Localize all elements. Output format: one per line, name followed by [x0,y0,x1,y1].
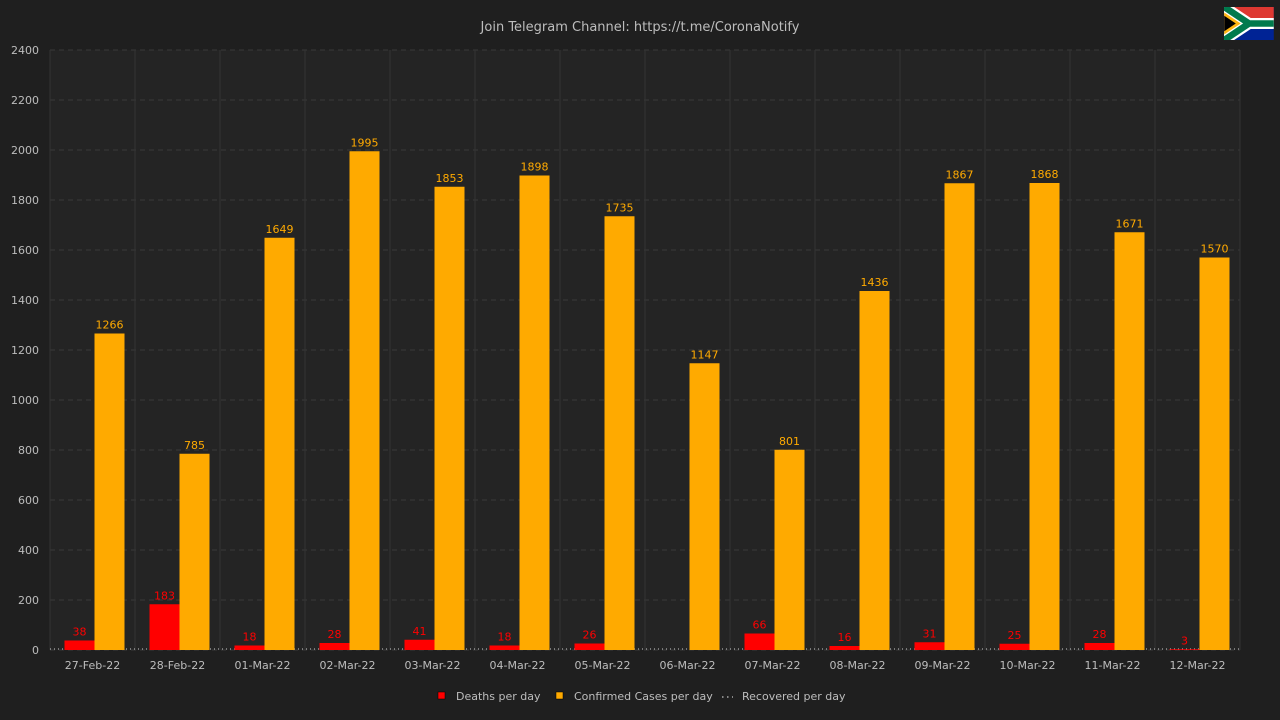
deaths-bar [1169,649,1200,650]
x-tick-label: 06-Mar-22 [660,659,716,672]
confirmed-bar [774,449,805,650]
deaths-data-label: 28 [1093,628,1107,641]
deaths-data-label: 183 [154,589,175,602]
confirmed-data-label: 1649 [266,223,294,236]
deaths-bar [1084,643,1115,650]
deaths-bar [744,633,775,650]
deaths-data-label: 18 [498,631,512,644]
confirmed-data-label: 1266 [96,319,124,332]
y-tick-label: 2000 [11,144,39,157]
x-tick-label: 05-Mar-22 [575,659,631,672]
x-tick-label: 09-Mar-22 [915,659,971,672]
x-tick-label: 27-Feb-22 [65,659,120,672]
y-tick-label: 400 [18,544,39,557]
legend-swatch [555,691,564,700]
legend-item[interactable]: Recovered per day [722,690,846,703]
y-tick-label: 1400 [11,294,39,307]
y-tick-label: 600 [18,494,39,507]
x-tick-label: 28-Feb-22 [150,659,205,672]
confirmed-bar [179,453,210,650]
deaths-bar [234,645,265,650]
confirmed-bar [1029,183,1060,650]
deaths-bar [404,639,435,650]
deaths-data-label: 66 [753,619,767,632]
deaths-bar [64,640,95,650]
legend-label: Confirmed Cases per day [574,690,713,703]
confirmed-data-label: 1671 [1116,217,1144,230]
x-tick-label: 04-Mar-22 [490,659,546,672]
legend-label: Recovered per day [742,690,846,703]
deaths-data-label: 31 [923,627,937,640]
y-tick-label: 200 [18,594,39,607]
x-tick-label: 08-Mar-22 [830,659,886,672]
deaths-bar [489,645,520,650]
x-tick-label: 02-Mar-22 [320,659,376,672]
deaths-data-label: 28 [328,628,342,641]
y-tick-label: 2400 [11,44,39,57]
south-africa-flag-icon [1224,7,1274,40]
y-tick-label: 1800 [11,194,39,207]
deaths-data-label: 18 [243,631,257,644]
x-tick-label: 10-Mar-22 [1000,659,1056,672]
deaths-bar [149,604,180,650]
confirmed-bar [944,183,975,650]
chart-title: Join Telegram Channel: https://t.me/Coro… [480,20,800,35]
y-tick-label: 2200 [11,94,39,107]
deaths-bar [319,643,350,650]
deaths-data-label: 26 [583,629,597,642]
confirmed-data-label: 1436 [861,276,889,289]
confirmed-bar [434,186,465,650]
x-tick-label: 11-Mar-22 [1085,659,1141,672]
confirmed-data-label: 1147 [691,348,719,361]
confirmed-bar [264,237,295,650]
confirmed-data-label: 1570 [1201,243,1229,256]
legend-item[interactable]: Confirmed Cases per day [555,690,713,703]
confirmed-bar [689,363,720,650]
confirmed-bar [519,175,550,650]
y-tick-label: 800 [18,444,39,457]
confirmed-bar [604,216,635,650]
x-tick-label: 07-Mar-22 [745,659,801,672]
x-tick-label: 01-Mar-22 [235,659,291,672]
deaths-bar [914,642,945,650]
legend-item[interactable]: Deaths per day [437,690,541,703]
deaths-bar [999,643,1030,650]
x-tick-label: 12-Mar-22 [1170,659,1226,672]
legend-label: Deaths per day [456,690,541,703]
deaths-data-label: 25 [1008,629,1022,642]
x-tick-label: 03-Mar-22 [405,659,461,672]
confirmed-data-label: 1735 [606,201,634,214]
y-tick-label: 1000 [11,394,39,407]
confirmed-bar [349,151,380,650]
confirmed-data-label: 1898 [521,161,549,174]
legend-swatch [437,691,446,700]
confirmed-bar [94,333,125,650]
y-tick-label: 1200 [11,344,39,357]
deaths-bar [829,646,860,650]
confirmed-data-label: 1995 [351,136,379,149]
confirmed-data-label: 785 [184,439,205,452]
deaths-data-label: 16 [838,631,852,644]
deaths-data-label: 38 [73,626,87,639]
confirmed-data-label: 1853 [436,172,464,185]
legend: Deaths per day Confirmed Cases per day Rec… [437,690,846,703]
deaths-data-label: 41 [413,625,427,638]
confirmed-bar [1199,257,1230,650]
confirmed-data-label: 1867 [946,168,974,181]
confirmed-bar [1114,232,1145,650]
y-tick-label: 0 [32,644,39,657]
y-tick-label: 1600 [11,244,39,257]
confirmed-data-label: 1868 [1031,168,1059,181]
deaths-bar [574,643,605,650]
confirmed-bar [859,291,890,650]
confirmed-data-label: 801 [779,435,800,448]
deaths-data-label: 3 [1181,634,1188,647]
